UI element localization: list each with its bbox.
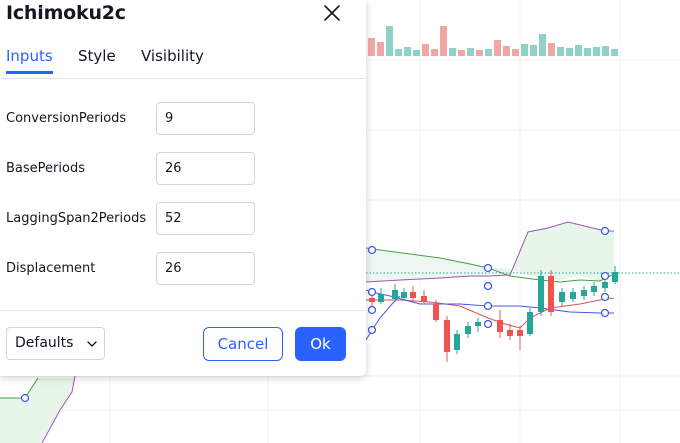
tab-visibility[interactable]: Visibility (141, 47, 204, 65)
conversion-periods-label: ConversionPeriods (6, 111, 127, 126)
chevron-down-icon (87, 341, 97, 347)
close-button[interactable] (320, 1, 344, 25)
close-icon (324, 5, 340, 21)
tab-inputs[interactable]: Inputs (6, 47, 53, 74)
candles (369, 266, 618, 362)
span-b-line (365, 221, 614, 283)
displacement-input[interactable]: 26 (156, 252, 255, 285)
base-periods-label: BasePeriods (6, 161, 85, 176)
cloud-fill-right (488, 222, 614, 281)
lagging-span2-periods-input[interactable]: 52 (156, 202, 255, 235)
dialog-tabs: Inputs Style Visibility (0, 44, 366, 79)
footer-divider (0, 310, 366, 311)
marker-left (20, 393, 30, 403)
tab-style[interactable]: Style (78, 47, 116, 65)
line-markers (367, 226, 610, 335)
indicator-settings-dialog: Ichimoku2c Inputs Style Visibility Conve… (0, 0, 366, 376)
defaults-label: Defaults (15, 335, 74, 351)
dialog-title: Ichimoku2c (6, 2, 126, 24)
lagging-span2-periods-label: LaggingSpan2Periods (6, 211, 147, 226)
cancel-button[interactable]: Cancel (203, 327, 283, 361)
displacement-label: Displacement (6, 261, 96, 276)
base-periods-input[interactable]: 26 (156, 152, 255, 185)
defaults-dropdown[interactable]: Defaults (6, 327, 105, 360)
volume-bars (368, 26, 618, 56)
cloud-fill-left (0, 378, 75, 443)
ok-button[interactable]: Ok (295, 327, 346, 361)
span-a-line (365, 247, 615, 283)
span-b-left (41, 375, 76, 443)
conversion-periods-input[interactable]: 9 (156, 102, 255, 135)
